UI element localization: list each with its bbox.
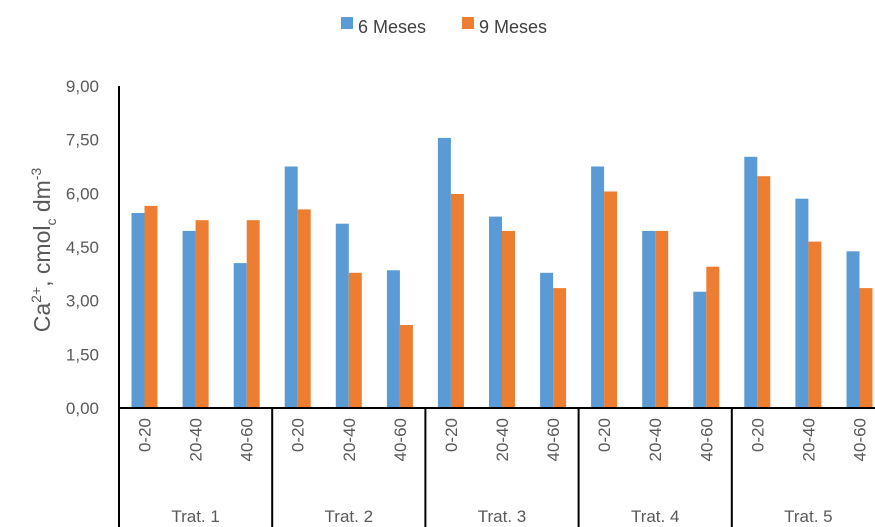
bar-9-meses — [450, 194, 464, 408]
bar-9-meses — [604, 191, 618, 408]
legend-label-9-meses: 9 Meses — [479, 17, 547, 37]
bar-6-meses — [233, 263, 247, 408]
bar-9-meses — [144, 205, 158, 408]
bar-9-meses — [502, 230, 515, 408]
bar-6-meses — [335, 223, 349, 408]
bar-9-meses — [757, 176, 771, 408]
bar-6-meses — [489, 216, 502, 408]
y-axis-title: Ca2+, cmolc dm-3 — [28, 168, 59, 333]
x-category-label: 0-20 — [595, 418, 614, 452]
bar-6-meses — [591, 166, 605, 408]
x-category-label: 40-60 — [851, 418, 870, 461]
bar-6-meses — [744, 156, 758, 408]
bar-6-meses — [693, 291, 707, 408]
bar-6-meses — [846, 251, 860, 408]
x-category-label: 20-40 — [799, 418, 818, 461]
y-tick-label: 9,00 — [66, 77, 99, 96]
bar-6-meses — [437, 137, 451, 408]
bar-9-meses — [297, 209, 311, 408]
y-tick-label: 4,50 — [66, 238, 99, 257]
legend-swatch-6-meses — [341, 17, 353, 29]
bar-9-meses — [655, 230, 669, 408]
bar-9-meses — [859, 288, 873, 408]
x-category-label: 0-20 — [442, 418, 461, 452]
legend-swatch-9-meses — [462, 17, 474, 29]
bar-9-meses — [706, 266, 720, 408]
y-tick-label: 3,00 — [66, 292, 99, 311]
bar-9-meses — [399, 325, 413, 408]
x-category-label: 20-40 — [493, 418, 512, 461]
x-category-label: 0-20 — [748, 418, 767, 452]
bar-6-meses — [540, 272, 554, 408]
x-category-label: 20-40 — [646, 418, 665, 461]
bar-6-meses — [642, 230, 656, 408]
bar-9-meses — [195, 220, 209, 408]
x-category-label: 0-20 — [136, 418, 155, 452]
bar-9-meses — [348, 272, 362, 408]
y-tick-label: 6,00 — [66, 184, 99, 203]
y-tick-label: 7,50 — [66, 131, 99, 150]
legend: 6 Meses 9 Meses — [341, 17, 547, 37]
bar-6-meses — [795, 198, 809, 408]
y-tick-label: 0,00 — [66, 399, 99, 418]
x-group-label: Trat. 3 — [478, 507, 527, 526]
legend-label-6-meses: 6 Meses — [358, 17, 426, 37]
bar-9-meses — [246, 220, 260, 408]
x-category-label: 40-60 — [238, 418, 257, 461]
bar-6-meses — [182, 230, 196, 408]
x-group-label: Trat. 2 — [325, 507, 374, 526]
x-category-label: 20-40 — [340, 418, 359, 461]
bar-9-meses — [553, 288, 567, 408]
y-tick-labels: 0,00 1,50 3,00 4,50 6,00 7,50 9,00 — [66, 77, 99, 418]
axes — [118, 86, 875, 527]
x-group-label: Trat. 4 — [631, 507, 680, 526]
bar-6-meses — [386, 270, 400, 408]
x-category-labels: 0-20 20-40 40-60 0-20 20-40 40-60 0-20 20-40 40-… — [136, 418, 870, 461]
bars — [131, 137, 873, 408]
x-group-label: Trat. 5 — [784, 507, 833, 526]
x-category-label: 40-60 — [391, 418, 410, 461]
x-category-label: 40-60 — [544, 418, 563, 461]
x-category-label: 20-40 — [187, 418, 206, 461]
bar-6-meses — [284, 166, 298, 408]
bar-6-meses — [131, 213, 145, 408]
x-group-labels: Trat. 1 Trat. 2 Trat. 3 Trat. 4 Trat. 5 — [171, 507, 832, 526]
x-category-label: 0-20 — [289, 418, 308, 452]
bar-9-meses — [808, 241, 822, 408]
y-tick-label: 1,50 — [66, 345, 99, 364]
x-category-label: 40-60 — [697, 418, 716, 461]
x-group-label: Trat. 1 — [171, 507, 220, 526]
